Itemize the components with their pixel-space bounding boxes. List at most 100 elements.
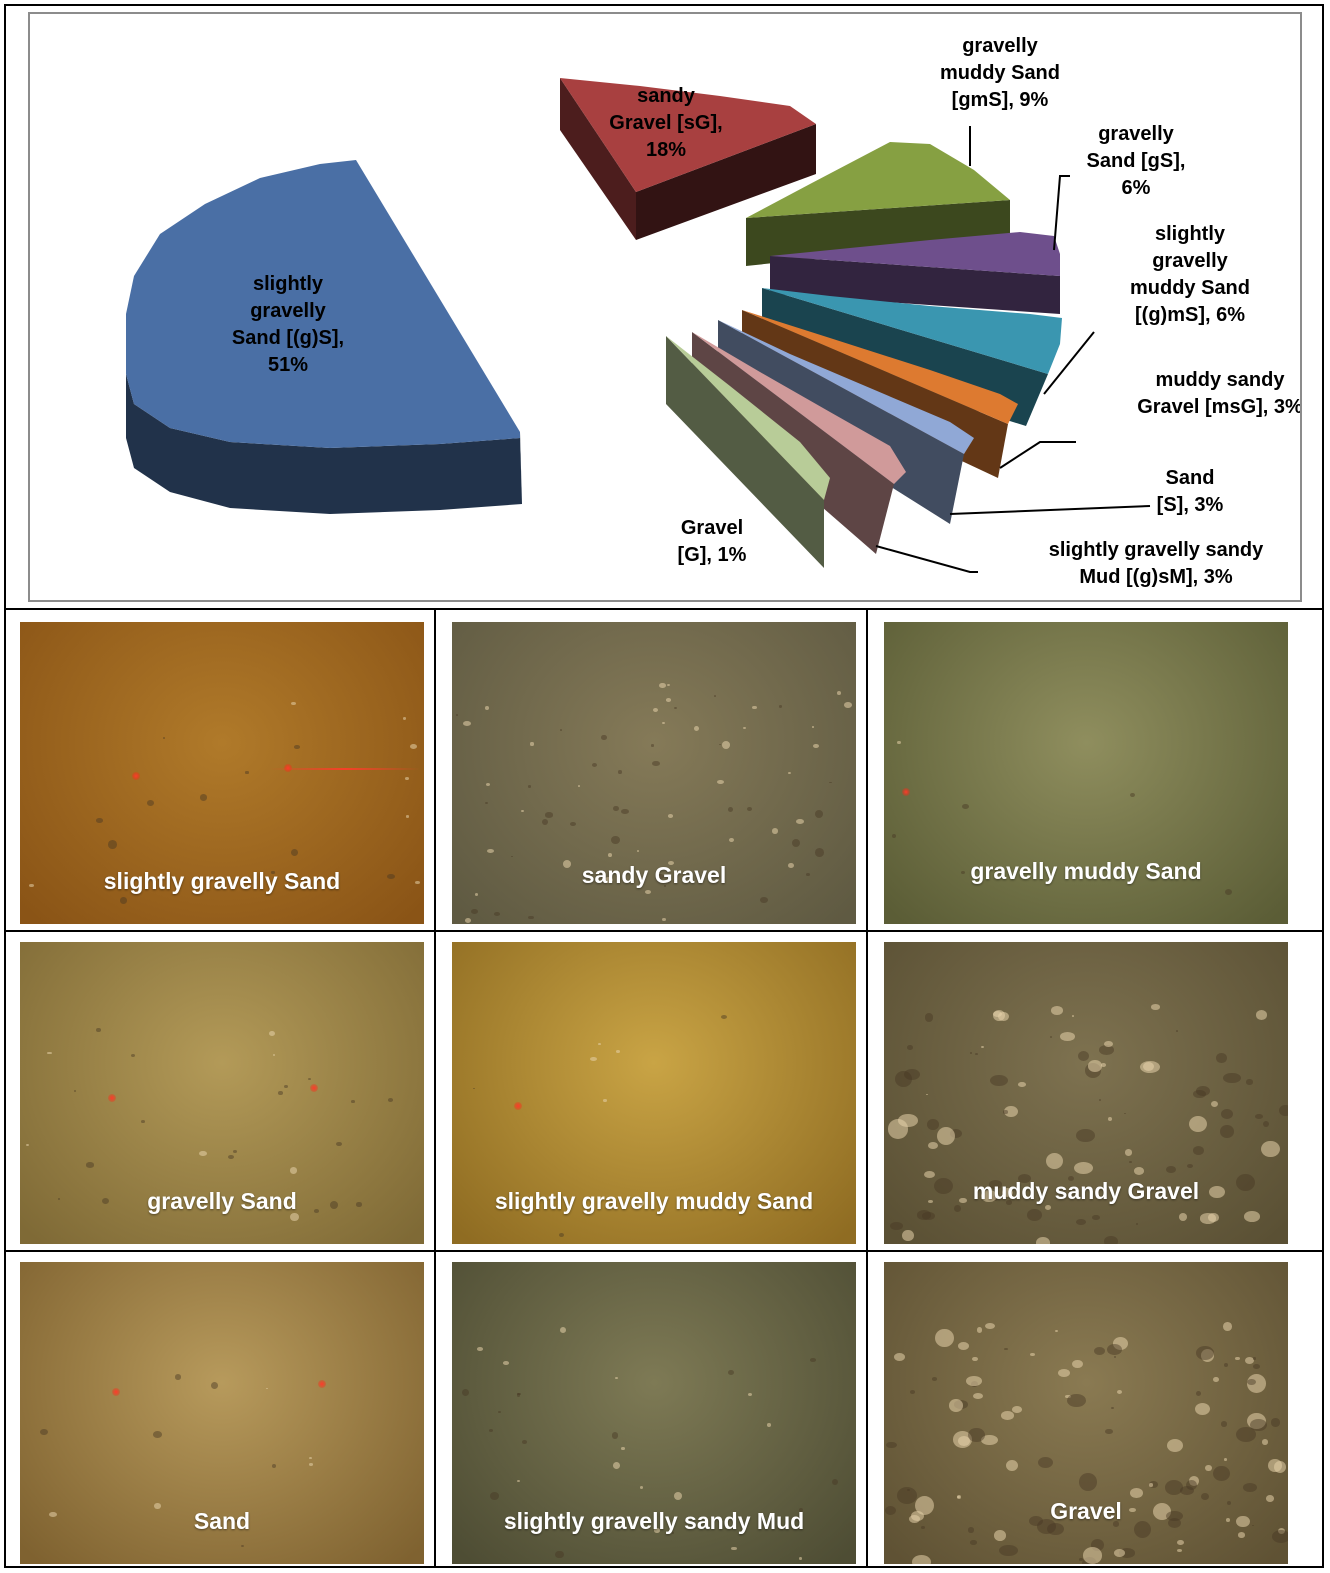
pebble [1175, 1030, 1179, 1033]
pebble [1193, 1089, 1206, 1098]
pebble [813, 744, 819, 749]
pebble [897, 740, 902, 745]
pebble [415, 881, 420, 885]
pebble [1279, 1104, 1288, 1116]
pie-slice-side [746, 200, 1010, 266]
pebble [814, 810, 823, 819]
slice-label-line: gravelly [1152, 250, 1228, 272]
pebble [661, 917, 667, 922]
pie-slice-side [560, 78, 636, 240]
pebble [497, 1410, 501, 1413]
pebble [662, 721, 666, 725]
pebble [1003, 1105, 1018, 1118]
pebble [989, 1074, 1008, 1087]
pebble [174, 1374, 182, 1381]
pebble [290, 1212, 299, 1222]
pebble [891, 833, 897, 838]
slice-label-line: muddy Sand [1130, 277, 1250, 299]
pebble [589, 1057, 597, 1062]
pebble [907, 1488, 911, 1491]
pebble [1148, 1483, 1153, 1487]
pebble [778, 705, 782, 708]
pebble [1106, 1344, 1122, 1355]
pebble [653, 1527, 661, 1533]
pebble [1130, 792, 1135, 798]
pie-slice-side [126, 314, 522, 514]
grid-divider-h1 [6, 930, 1322, 932]
pebble [1205, 1464, 1212, 1472]
pebble [1093, 1347, 1105, 1355]
pebble [1168, 1517, 1182, 1528]
pebble [265, 1387, 268, 1390]
pebble [409, 743, 417, 749]
pebble [517, 1479, 521, 1482]
pebble [289, 1167, 298, 1174]
pebble [650, 744, 654, 747]
pebble [507, 1522, 513, 1526]
pebble [1060, 1032, 1075, 1042]
pebble [356, 1202, 362, 1207]
pebble [1074, 1162, 1094, 1175]
pebble [1124, 1149, 1132, 1156]
pebble [674, 1491, 683, 1500]
pebble [465, 917, 472, 923]
pebble [1165, 1511, 1183, 1522]
pebble [1078, 1473, 1098, 1492]
pebble [959, 1197, 967, 1203]
pebble [308, 1463, 314, 1467]
pebble [1235, 1173, 1255, 1191]
pebble [1167, 1438, 1184, 1453]
pie-slice-1 [126, 160, 522, 514]
pebble [981, 1434, 999, 1446]
pebble [927, 1199, 934, 1204]
pebble [889, 1221, 904, 1231]
slice-label-line: [(g)mS], 6% [1135, 304, 1245, 326]
slice-label-4: gravelly Sand [gS], 6% [1087, 123, 1186, 199]
pebble [1176, 1549, 1182, 1553]
pebble [652, 760, 661, 767]
pie-slice-top [746, 142, 1010, 218]
pebble [721, 741, 731, 750]
slice-label-line: gravelly [962, 35, 1038, 57]
pebble [1195, 1402, 1211, 1415]
pebble [351, 1100, 355, 1104]
pebble [667, 860, 674, 865]
pebble [523, 1516, 529, 1520]
pebble [282, 1204, 287, 1208]
pebble [1000, 1411, 1014, 1420]
photo-caption: sandy Gravel [581, 862, 727, 888]
pebble [1006, 1459, 1018, 1471]
pebble [405, 815, 410, 818]
pebble [271, 871, 275, 874]
pebble [656, 874, 664, 879]
pebble [308, 1457, 312, 1460]
pebble [1079, 1557, 1084, 1562]
pebble [558, 1233, 564, 1238]
pebble [1255, 1114, 1263, 1120]
slice-label-line: Gravel [msG], 3% [1137, 396, 1300, 418]
slice-label-line: Mud [(g)sM], 3% [1079, 566, 1233, 588]
pebble [1223, 1457, 1227, 1461]
pebble [663, 885, 667, 888]
pebble [1253, 1357, 1256, 1360]
pebble [1018, 1082, 1026, 1087]
pebble [26, 1143, 29, 1146]
pebble [462, 1389, 470, 1396]
slice-label-line: slightly [1155, 223, 1226, 245]
pebble [1238, 1532, 1246, 1538]
pie-slice-top [126, 160, 520, 448]
pebble [1247, 1412, 1267, 1430]
pebble [1117, 1389, 1123, 1394]
pebble [95, 818, 103, 823]
laser-dot [108, 1094, 116, 1102]
pebble [1212, 1466, 1230, 1482]
pebble [659, 682, 666, 688]
pebble [559, 729, 562, 731]
pebble [973, 1393, 984, 1400]
pebble [233, 1150, 237, 1154]
pebble [403, 717, 407, 720]
slice-label-line: Gravel [681, 517, 743, 539]
pebble [1186, 1164, 1193, 1169]
pebble [1104, 1428, 1113, 1435]
pebble [603, 877, 613, 884]
